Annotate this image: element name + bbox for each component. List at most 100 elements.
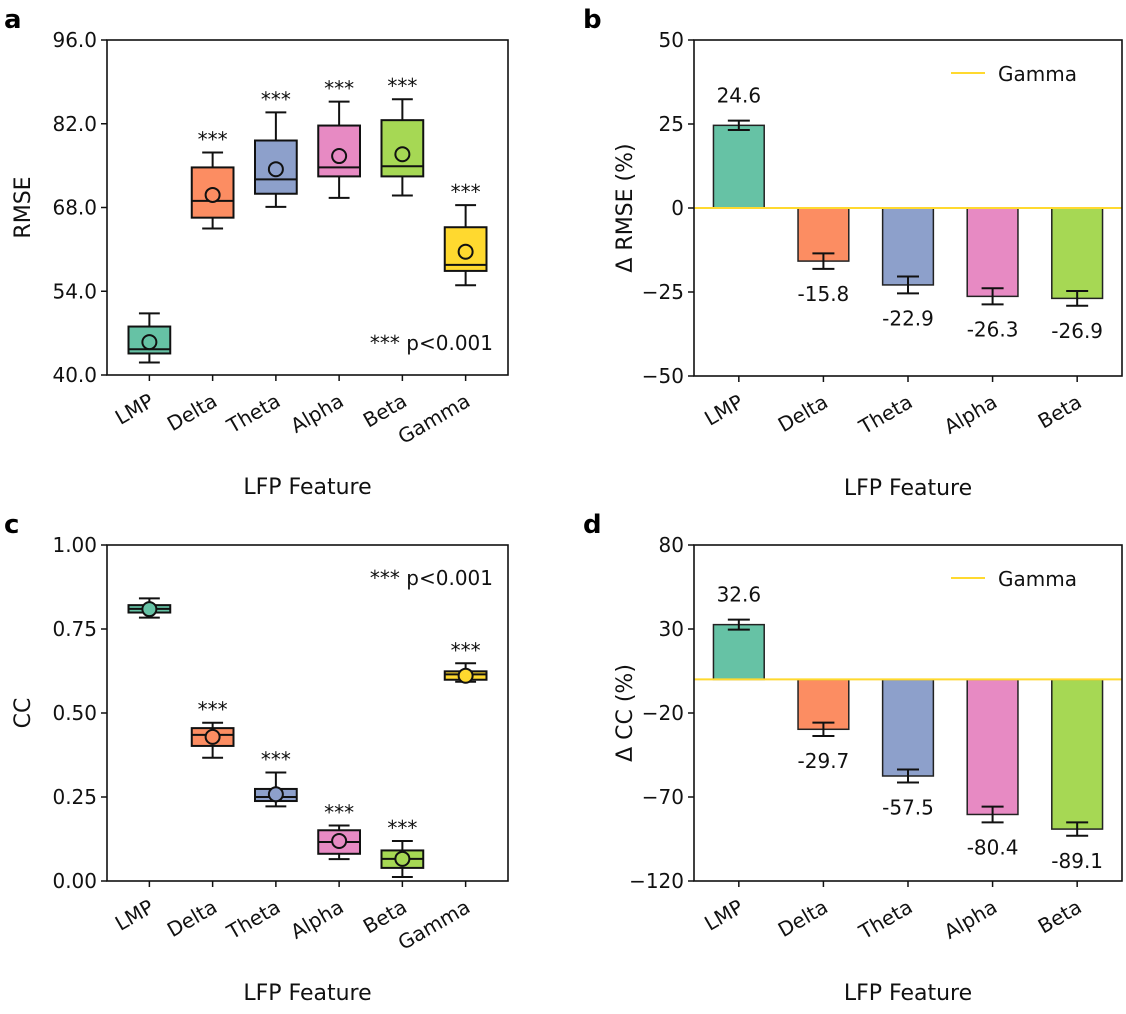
value-label: 32.6 — [717, 583, 762, 607]
x-tick-label: LMP — [700, 390, 747, 431]
x-tick-label: Theta — [222, 389, 284, 439]
y-tick-label: 0.25 — [52, 785, 97, 809]
significance-stars: *** — [451, 180, 481, 204]
bar-delta — [797, 207, 850, 262]
y-tick-label: −120 — [629, 869, 684, 893]
mean-marker — [267, 161, 284, 178]
significance-stars: *** — [261, 747, 291, 771]
value-label: -26.3 — [967, 317, 1019, 341]
x-tick-label: Beta — [1034, 390, 1086, 434]
value-label: -26.9 — [1051, 319, 1103, 343]
x-tick-label: Delta — [774, 390, 832, 437]
x-axis-label: LFP Feature — [243, 981, 371, 1006]
x-tick-label: Delta — [774, 895, 832, 942]
y-axis-label: RMSE — [11, 176, 36, 238]
y-axis-label: Δ RMSE (%) — [613, 143, 638, 272]
x-tick-label: LMP — [700, 895, 747, 936]
x-axis-label: LFP Feature — [844, 981, 972, 1006]
bar-delta — [797, 678, 850, 731]
p-value-note: *** p<0.001 — [370, 566, 493, 590]
x-axis-label: LFP Feature — [844, 476, 972, 501]
y-tick-label: 96.0 — [52, 28, 97, 52]
bar-alpha — [966, 678, 1019, 816]
significance-stars: *** — [387, 816, 417, 840]
x-tick-label: Theta — [854, 895, 916, 945]
y-tick-label: 50 — [659, 28, 684, 52]
x-tick-label: Alpha — [286, 895, 347, 944]
panel-letter-c: c — [4, 510, 19, 540]
value-label: -80.4 — [967, 835, 1019, 859]
x-tick-label: Alpha — [940, 390, 1001, 439]
mean-marker — [457, 243, 474, 260]
mean-marker — [204, 728, 221, 745]
bar-lmp — [712, 623, 765, 681]
bar-theta — [881, 207, 935, 286]
legend-label-gamma: Gamma — [998, 567, 1077, 591]
x-tick-label: LMP — [111, 389, 158, 430]
panel-letter-d: d — [583, 510, 602, 540]
significance-stars: *** — [261, 87, 291, 111]
axes-frame — [106, 544, 509, 882]
axes-frame — [693, 544, 1123, 882]
y-tick-label: −50 — [642, 364, 684, 388]
value-label: -22.9 — [882, 306, 934, 330]
panel-b-delta-rmse-bar: −50 −25 0 25 50 LMP Delta Theta Alpha Beta Δ RMSE … — [613, 28, 1123, 501]
y-axis-label: CC — [11, 698, 36, 729]
x-tick-label: Delta — [163, 895, 221, 942]
p-value-note: *** p<0.001 — [370, 331, 493, 355]
y-tick-label: 25 — [659, 112, 684, 136]
x-tick-label: Delta — [163, 389, 221, 436]
significance-stars: *** — [198, 698, 228, 722]
bar-lmp — [712, 124, 765, 209]
panel-letter-a: a — [4, 5, 22, 35]
value-label: -89.1 — [1051, 849, 1103, 873]
y-axis-label: Δ CC (%) — [613, 664, 638, 762]
axes-frame — [106, 39, 509, 376]
legend-label-gamma: Gamma — [998, 62, 1077, 86]
x-tick-label: Alpha — [286, 389, 347, 438]
mean-marker — [141, 601, 158, 618]
mean-marker — [267, 786, 284, 803]
y-tick-label: 40.0 — [52, 363, 97, 387]
y-tick-label: 68.0 — [52, 196, 97, 220]
bar-theta — [881, 678, 935, 777]
x-tick-label: Gamma — [394, 895, 474, 955]
y-tick-label: −70 — [642, 785, 684, 809]
significance-stars: *** — [387, 74, 417, 98]
y-tick-label: −25 — [642, 280, 684, 304]
value-label: -15.8 — [798, 282, 850, 306]
value-label: -29.7 — [798, 749, 850, 773]
x-tick-label: Beta — [1034, 895, 1086, 939]
value-label: 24.6 — [717, 84, 762, 108]
significance-stars: *** — [324, 801, 354, 825]
y-tick-label: −20 — [642, 701, 684, 725]
x-tick-label: Theta — [854, 390, 916, 440]
mean-marker — [331, 148, 348, 165]
y-tick-label: 82.0 — [52, 112, 97, 136]
x-axis-label: LFP Feature — [243, 475, 371, 500]
y-tick-label: 54.0 — [52, 279, 97, 303]
significance-stars: *** — [324, 77, 354, 101]
y-tick-label: 0.75 — [52, 617, 97, 641]
y-tick-label: 1.00 — [52, 533, 97, 557]
y-tick-label: 0.50 — [52, 701, 97, 725]
mean-marker — [141, 334, 158, 351]
axes-frame — [693, 39, 1123, 377]
bar-alpha — [966, 207, 1019, 298]
mean-marker — [394, 146, 411, 163]
bar-beta — [1051, 207, 1104, 300]
y-tick-label: 0 — [671, 196, 684, 220]
y-tick-label: 0.00 — [52, 869, 97, 893]
x-tick-label: Theta — [222, 895, 284, 945]
y-tick-label: 30 — [659, 617, 684, 641]
mean-marker — [394, 850, 411, 867]
mean-marker — [331, 833, 348, 850]
panel-d-delta-cc-bar: −120 −70 −20 30 80 LMP Delta Theta Alpha Beta Δ CC… — [613, 533, 1123, 1006]
mean-marker — [204, 186, 221, 203]
x-tick-label: LMP — [111, 895, 158, 936]
x-tick-label: Gamma — [394, 389, 474, 449]
bar-beta — [1051, 678, 1104, 830]
mean-marker — [457, 667, 474, 684]
significance-stars: *** — [451, 638, 481, 662]
